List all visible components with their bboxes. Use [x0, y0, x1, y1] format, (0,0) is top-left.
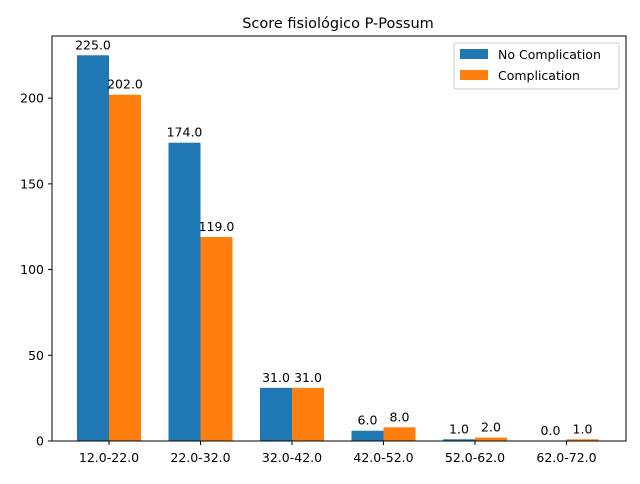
x-tick-label-12-0-22-0: 12.0-22.0 [79, 450, 139, 465]
x-tick-label-52-0-62-0: 52.0-62.0 [445, 450, 505, 465]
bar-complication-52-0-62-0 [475, 437, 507, 441]
y-tick-label-150: 150 [20, 176, 44, 191]
value-label-complication-32-0-42-0: 31.0 [294, 370, 322, 385]
bar-no-complication-52-0-62-0 [443, 439, 475, 441]
value-label-complication-52-0-62-0: 2.0 [481, 420, 501, 435]
bar-no-complication-22-0-32-0 [168, 142, 201, 441]
legend-label-no-complication: No Complication [498, 47, 601, 62]
x-tick-label-42-0-52-0: 42.0-52.0 [353, 450, 413, 465]
value-label-no-complication-22-0-32-0: 174.0 [167, 125, 203, 140]
legend-swatch-no-complication [460, 49, 488, 59]
value-label-complication-22-0-32-0: 119.0 [199, 219, 235, 234]
value-label-no-complication-12-0-22-0: 225.0 [75, 37, 111, 52]
x-tick-label-22-0-32-0: 22.0-32.0 [170, 450, 230, 465]
value-label-no-complication-62-0-72-0: 0.0 [541, 423, 561, 438]
y-tick-label-200: 200 [20, 91, 44, 106]
value-label-no-complication-42-0-52-0: 6.0 [358, 413, 378, 428]
value-label-complication-42-0-52-0: 8.0 [390, 409, 410, 424]
bar-no-complication-42-0-52-0 [351, 430, 384, 441]
x-axis: 12.0-22.0 22.0-32.0 32.0-42.0 42.0-52.0 52.0… [79, 441, 597, 465]
bar-complication-32-0-42-0 [292, 387, 324, 441]
x-tick-label-32-0-42-0: 32.0-42.0 [262, 450, 322, 465]
y-axis: 0 50 100 150 200 [20, 91, 52, 449]
bar-complication-62-0-72-0 [566, 439, 599, 441]
y-tick-label-100: 100 [20, 262, 44, 277]
bar-value-labels: 225.0 202.0 174.0 119.0 31.0 31.0 6.0 8.0 1.0 2.0… [75, 37, 592, 438]
y-tick-label-0: 0 [36, 434, 44, 449]
legend-frame [453, 42, 620, 90]
bar-no-complication-32-0-42-0 [260, 387, 292, 441]
value-label-no-complication-32-0-42-0: 31.0 [262, 370, 290, 385]
bar-no-complication-12-0-22-0 [77, 55, 109, 442]
value-label-no-complication-52-0-62-0: 1.0 [449, 421, 469, 436]
legend: No Complication Complication [453, 42, 620, 90]
bar-complication-42-0-52-0 [383, 427, 416, 441]
bar-complication-22-0-32-0 [200, 237, 233, 441]
bars-layer [77, 55, 599, 442]
y-tick-label-50: 50 [28, 348, 44, 363]
plot-frame [51, 35, 627, 442]
value-label-complication-62-0-72-0: 1.0 [573, 421, 593, 436]
x-tick-label-62-0-72-0: 62.0-72.0 [536, 450, 596, 465]
value-label-complication-12-0-22-0: 202.0 [107, 77, 143, 92]
bar-complication-12-0-22-0 [109, 94, 141, 441]
legend-swatch-complication [460, 70, 488, 80]
chart-title: Score fisiológico P-Possum [242, 16, 434, 32]
legend-label-complication: Complication [498, 68, 580, 83]
